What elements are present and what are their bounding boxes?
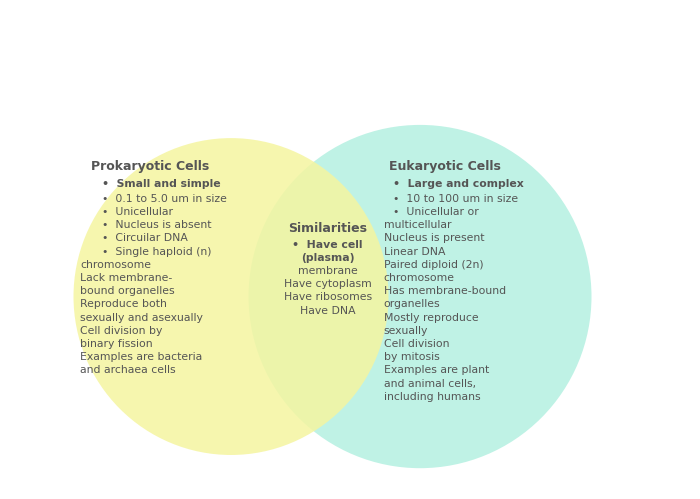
Text: •  10 to 100 um in size: • 10 to 100 um in size	[393, 194, 519, 204]
Text: and animal cells,: and animal cells,	[384, 379, 476, 389]
Text: Have ribosomes: Have ribosomes	[284, 292, 372, 302]
Text: Eukaryotic Cells: Eukaryotic Cells	[389, 160, 500, 173]
Text: •  Unicellular: • Unicellular	[102, 207, 172, 217]
Text: •  0.1 to 5.0 um in size: • 0.1 to 5.0 um in size	[102, 194, 226, 204]
Text: Linear DNA: Linear DNA	[384, 247, 445, 256]
Text: Nucleus is present: Nucleus is present	[384, 234, 484, 244]
Text: bound organelles: bound organelles	[80, 286, 175, 296]
Ellipse shape	[248, 125, 592, 468]
Text: •  Circuilar DNA: • Circuilar DNA	[102, 234, 188, 244]
Text: •  Small and simple: • Small and simple	[102, 179, 220, 189]
Text: including humans: including humans	[384, 392, 480, 402]
Text: •  Large and complex: • Large and complex	[393, 179, 524, 189]
Text: organelles: organelles	[384, 299, 440, 309]
Text: Reproduce both: Reproduce both	[80, 299, 167, 309]
Text: Have DNA: Have DNA	[300, 305, 356, 316]
Ellipse shape	[74, 138, 389, 455]
Text: multicellular: multicellular	[384, 220, 451, 230]
Text: sexually and asexually: sexually and asexually	[80, 313, 204, 323]
Text: binary fission: binary fission	[80, 339, 153, 349]
Text: •  Nucleus is absent: • Nucleus is absent	[102, 220, 211, 230]
Text: Cell division: Cell division	[384, 339, 449, 349]
Text: Prokaryotic Cells: Prokaryotic Cells	[91, 160, 209, 173]
Text: Paired diploid (2n): Paired diploid (2n)	[384, 260, 483, 270]
Text: •  Unicellular or: • Unicellular or	[393, 207, 479, 217]
Text: Have cytoplasm: Have cytoplasm	[284, 279, 372, 289]
Text: Mostly reproduce: Mostly reproduce	[384, 313, 478, 323]
Text: Has membrane-bound: Has membrane-bound	[384, 286, 505, 296]
Text: by mitosis: by mitosis	[384, 352, 440, 362]
Text: Examples are plant: Examples are plant	[384, 365, 489, 375]
Text: Examples are bacteria: Examples are bacteria	[80, 352, 203, 362]
Text: Cell division by: Cell division by	[80, 326, 163, 336]
Text: •  Have cell: • Have cell	[293, 240, 363, 250]
Text: membrane: membrane	[298, 266, 358, 276]
Text: sexually: sexually	[384, 326, 428, 336]
Text: •  Single haploid (n): • Single haploid (n)	[102, 247, 211, 256]
Text: and archaea cells: and archaea cells	[80, 365, 176, 375]
Text: Similarities: Similarities	[288, 222, 367, 235]
Text: chromosome: chromosome	[80, 260, 151, 270]
Text: (plasma): (plasma)	[301, 253, 354, 263]
Text: chromosome: chromosome	[384, 273, 454, 283]
Text: Prokaryotic and Eukaryotic Cells Venn Diagram: Prokaryotic and Eukaryotic Cells Venn Di…	[0, 16, 700, 42]
Text: Lack membrane-: Lack membrane-	[80, 273, 173, 283]
